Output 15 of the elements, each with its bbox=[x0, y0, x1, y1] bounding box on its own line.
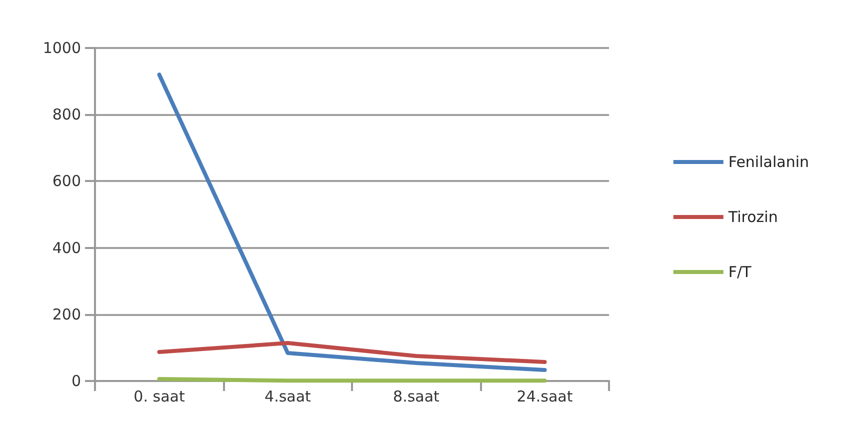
x-tick-label: 0. saat bbox=[134, 388, 185, 406]
line-series bbox=[157, 341, 547, 364]
legend-label: F/T bbox=[728, 263, 752, 281]
legend-label: Fenilalanin bbox=[728, 153, 810, 171]
y-tick-label: 200 bbox=[52, 305, 81, 324]
y-tick-label: 0 bbox=[71, 372, 81, 390]
x-tick-label: 8.saat bbox=[393, 388, 440, 406]
y-tick-label: 1000 bbox=[42, 39, 81, 57]
y-tick-label: 600 bbox=[52, 172, 81, 190]
line-series bbox=[157, 72, 547, 372]
x-tick-label: 24.saat bbox=[516, 388, 573, 406]
legend-label: Tirozin bbox=[727, 208, 778, 226]
x-tick-label: 4.saat bbox=[264, 388, 312, 406]
y-tick-label: 800 bbox=[52, 106, 81, 124]
y-tick-label: 400 bbox=[52, 238, 81, 257]
